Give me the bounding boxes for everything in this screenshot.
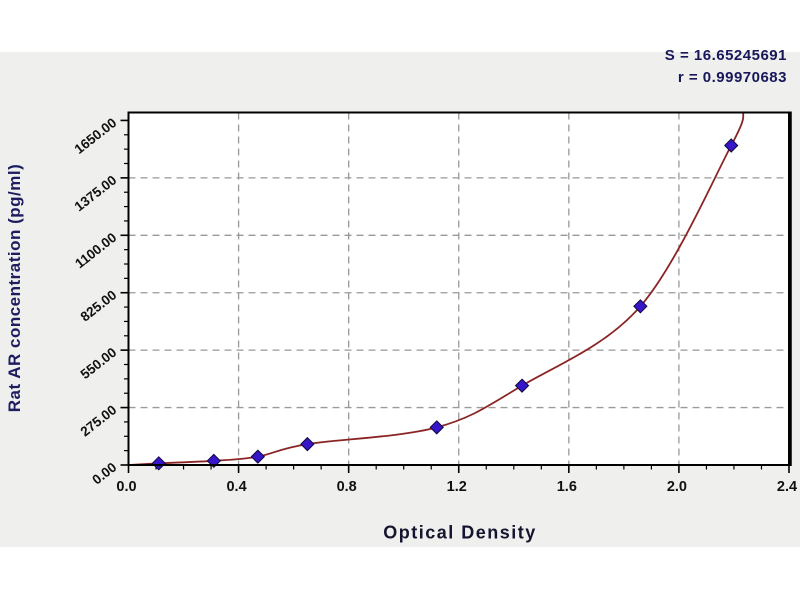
fit-parameter-s: S = 16.65245691: [664, 47, 787, 64]
data-point-marker: [723, 138, 739, 153]
data-point-marker: [429, 420, 444, 435]
gridlines: [128, 112, 789, 465]
y-tick-label: 1100.00: [72, 230, 119, 271]
data-point-marker: [151, 456, 166, 471]
data-point-marker: [250, 449, 266, 464]
y-tick-label: 1650.00: [72, 115, 120, 157]
y-tick-label: 275.00: [78, 402, 120, 439]
plot-frame: [127, 111, 790, 466]
y-tick-label: 1375.00: [72, 172, 120, 214]
fit-parameter-r: r = 0.99970683: [677, 69, 787, 86]
data-point-marker: [514, 378, 530, 393]
x-tick-label: 2.4: [777, 479, 797, 495]
y-tick-label: 550.00: [78, 345, 120, 382]
x-tick-label: 0.8: [337, 479, 357, 495]
data-points: [151, 138, 739, 471]
x-axis-title: Optical Density: [383, 522, 537, 543]
data-point-marker: [300, 436, 315, 452]
x-tick-label: 1.2: [447, 479, 467, 495]
x-tick-label: 1.6: [557, 479, 577, 495]
data-point-marker: [633, 299, 648, 314]
x-tick-label: 0.4: [226, 479, 246, 495]
x-tick-label: 2.0: [667, 479, 687, 495]
x-tick-label: 0.0: [116, 479, 136, 495]
y-tick-label: 825.00: [78, 287, 120, 324]
y-tick-label: 0.00: [89, 460, 119, 488]
